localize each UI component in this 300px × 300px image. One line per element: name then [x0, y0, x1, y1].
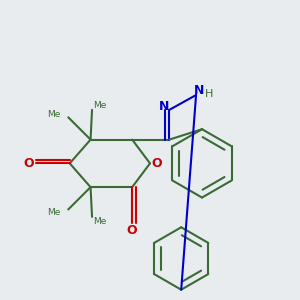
Text: O: O — [151, 157, 162, 170]
Text: N: N — [194, 84, 204, 97]
Text: O: O — [127, 224, 137, 237]
Text: Me: Me — [47, 110, 61, 119]
Text: H: H — [205, 88, 214, 98]
Text: N: N — [159, 100, 169, 113]
Text: Me: Me — [94, 101, 107, 110]
Text: Me: Me — [47, 208, 61, 217]
Text: O: O — [24, 157, 34, 170]
Text: Me: Me — [94, 217, 107, 226]
